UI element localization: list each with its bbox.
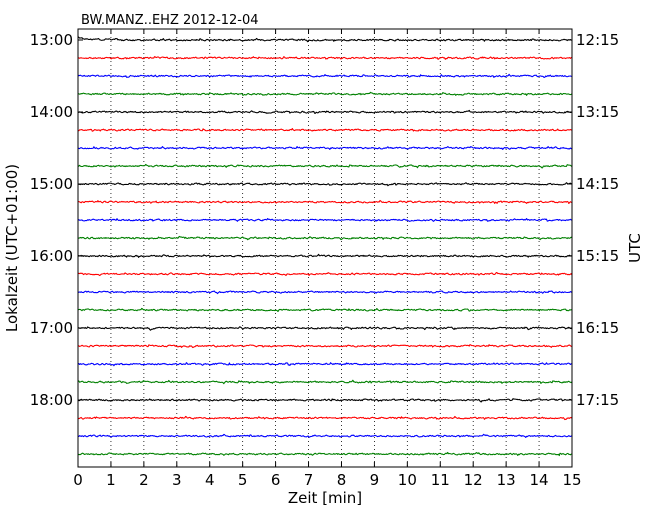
trace-line-7 (77, 163, 573, 169)
x-tick-label-11: 11 (431, 471, 450, 489)
x-tick-label-10: 10 (398, 471, 417, 489)
x-tick-label-5: 5 (238, 471, 248, 489)
trace-line-12 (77, 253, 573, 258)
y-tick-label-left-1: 14:00 (30, 103, 73, 121)
trace-line-21 (77, 415, 573, 421)
trace-line-9 (77, 199, 573, 204)
x-tick-label-15: 15 (562, 471, 581, 489)
x-tick-label-0: 0 (73, 471, 83, 489)
trace-line-22 (77, 433, 573, 439)
trace-line-5 (77, 127, 573, 132)
x-tick-label-1: 1 (106, 471, 116, 489)
trace-line-1 (77, 56, 573, 60)
y-tick-label-right-4: 16:15 (576, 319, 619, 337)
chart-title: BW.MANZ..EHZ 2012-12-04 (81, 13, 259, 28)
trace-line-11 (77, 235, 573, 241)
y-tick-label-left-3: 16:00 (30, 247, 73, 265)
y-tick-label-right-2: 14:15 (576, 175, 619, 193)
x-tick-label-6: 6 (271, 471, 281, 489)
trace-line-3 (77, 91, 573, 96)
trace-line-16 (77, 326, 573, 331)
x-tick-label-8: 8 (337, 471, 347, 489)
x-tick-label-3: 3 (172, 471, 182, 489)
y-tick-label-right-0: 12:15 (576, 31, 619, 49)
x-tick-label-9: 9 (370, 471, 380, 489)
x-tick-label-13: 13 (497, 471, 516, 489)
tick-layer: 0 1 2 3 4 5 6 7 8 9 10 11 12 13 14 1513:0014:0015:0016:… (30, 29, 619, 489)
trace-layer (77, 36, 573, 457)
trace-line-6 (77, 145, 573, 150)
trace-line-8 (77, 182, 573, 187)
y-axis-label-right: UTC (626, 233, 644, 263)
trace-line-4 (77, 109, 573, 114)
trace-line-13 (77, 271, 573, 277)
x-axis-label: Zeit [min] (288, 489, 362, 507)
y-tick-label-left-0: 13:00 (30, 31, 73, 49)
trace-line-20 (77, 398, 573, 403)
x-tick-label-4: 4 (205, 471, 215, 489)
trace-line-0 (77, 36, 573, 43)
trace-line-19 (77, 379, 573, 385)
y-tick-label-left-5: 18:00 (30, 391, 73, 409)
trace-line-23 (77, 451, 573, 457)
trace-line-14 (77, 290, 573, 295)
y-tick-label-right-1: 13:15 (576, 103, 619, 121)
plot-frame (77, 28, 573, 468)
y-tick-label-right-3: 15:15 (576, 247, 619, 265)
trace-line-2 (77, 73, 573, 79)
trace-line-15 (77, 307, 573, 313)
x-tick-label-7: 7 (304, 471, 314, 489)
y-tick-label-right-5: 17:15 (576, 391, 619, 409)
x-tick-label-12: 12 (464, 471, 483, 489)
y-axis-label-left: Lokalzeit (UTC+01:00) (3, 164, 21, 332)
x-tick-label-14: 14 (530, 471, 549, 489)
trace-line-10 (77, 218, 573, 222)
y-tick-label-left-4: 17:00 (30, 319, 73, 337)
x-tick-label-2: 2 (139, 471, 149, 489)
y-tick-label-left-2: 15:00 (30, 175, 73, 193)
trace-line-17 (77, 344, 573, 349)
trace-line-18 (77, 362, 573, 367)
